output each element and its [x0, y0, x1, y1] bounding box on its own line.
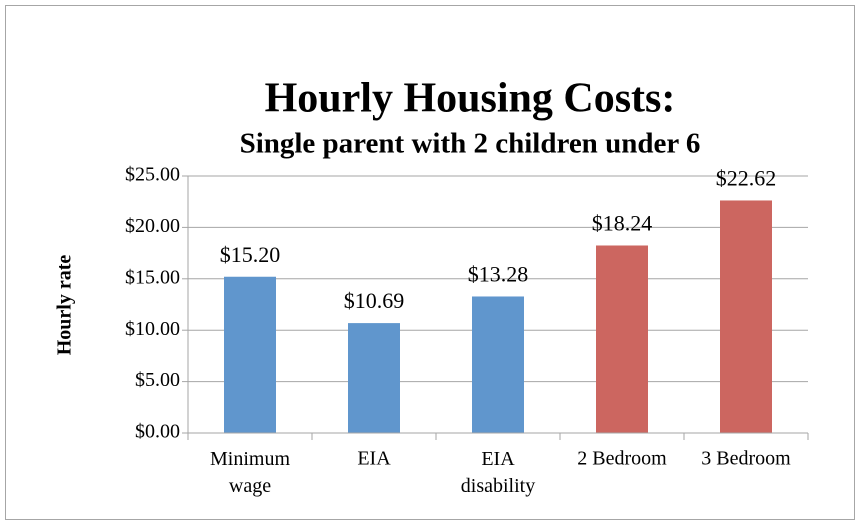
y-tick-label: $15.00	[125, 266, 180, 288]
data-label: $13.28	[468, 262, 529, 287]
chart-border	[5, 5, 855, 520]
chart-title: Hourly Housing Costs:	[265, 76, 676, 122]
bar	[720, 200, 772, 433]
x-tick-label: EIA	[357, 448, 391, 470]
y-axis-title: Hourly rate	[54, 255, 76, 356]
x-tick-label: 2 Bedroom	[577, 448, 667, 470]
y-tick-label: $25.00	[125, 164, 180, 186]
data-label: $18.24	[592, 211, 653, 236]
bar	[348, 323, 400, 433]
y-tick-label: $5.00	[135, 369, 180, 391]
y-tick-label: $10.00	[125, 318, 180, 340]
x-tick-label: Minimum wage	[210, 448, 290, 497]
y-tick-label: $0.00	[135, 421, 180, 443]
bar	[596, 245, 648, 433]
y-tick-label: $20.00	[125, 215, 180, 237]
bar	[224, 276, 276, 433]
data-label: $15.20	[220, 242, 281, 267]
data-label: $22.62	[716, 166, 777, 191]
x-tick-label: 3 Bedroom	[701, 448, 791, 470]
data-label: $10.69	[344, 288, 405, 313]
x-tick-label: EIA disability	[461, 448, 535, 497]
bar	[472, 296, 524, 433]
chart-subtitle: Single parent with 2 children under 6	[240, 128, 701, 160]
